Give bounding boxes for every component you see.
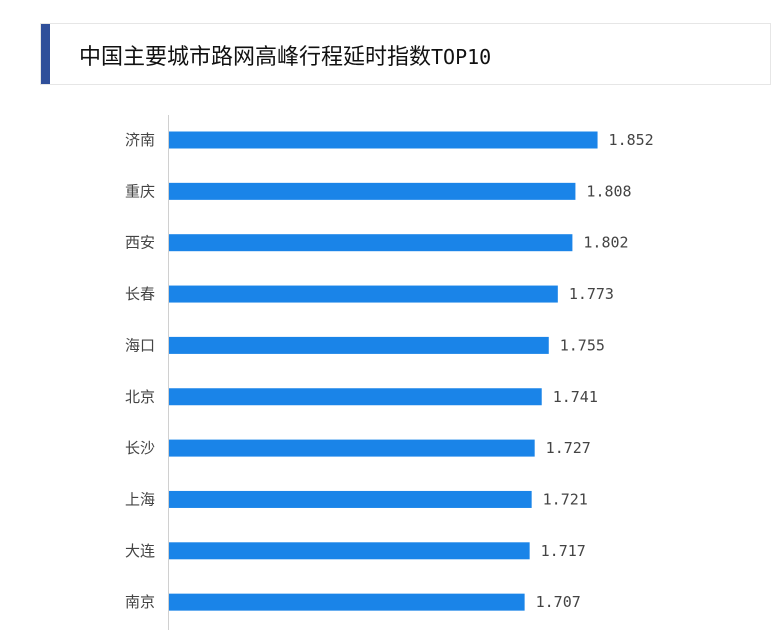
bar <box>169 336 549 354</box>
category-label: 西安 <box>125 234 155 252</box>
category-label: 海口 <box>125 336 155 354</box>
bar <box>169 593 525 611</box>
value-label: 1.707 <box>536 593 581 611</box>
bar <box>169 285 558 303</box>
bar <box>169 182 576 200</box>
value-label: 1.717 <box>541 542 586 560</box>
chart-title: 中国主要城市路网高峰行程延时指数TOP10 <box>79 39 491 71</box>
chart-title-main: 中国主要城市路网高峰行程延时指数 <box>79 45 432 70</box>
category-label: 济南 <box>125 131 155 149</box>
bar <box>169 439 535 457</box>
bar <box>169 388 542 406</box>
bar <box>169 234 573 252</box>
value-label: 1.741 <box>553 388 598 406</box>
value-label: 1.852 <box>609 131 654 149</box>
bar <box>169 131 598 149</box>
value-label: 1.808 <box>586 182 631 200</box>
title-accent-bar <box>41 24 50 84</box>
value-label: 1.721 <box>543 490 588 508</box>
bar <box>169 542 530 560</box>
title-box: 中国主要城市路网高峰行程延时指数TOP10 <box>40 23 771 85</box>
value-label: 1.755 <box>560 336 605 354</box>
category-label: 长春 <box>125 285 155 303</box>
category-label: 大连 <box>125 542 155 560</box>
chart-title-suffix: TOP10 <box>431 45 492 69</box>
bar <box>169 490 532 508</box>
category-label: 上海 <box>125 490 155 508</box>
category-label: 北京 <box>125 388 155 406</box>
category-label: 重庆 <box>125 182 155 200</box>
category-label: 长沙 <box>125 439 155 457</box>
value-label: 1.773 <box>569 285 614 303</box>
value-label: 1.802 <box>583 234 628 252</box>
category-label: 南京 <box>125 593 155 611</box>
value-label: 1.727 <box>546 439 591 457</box>
